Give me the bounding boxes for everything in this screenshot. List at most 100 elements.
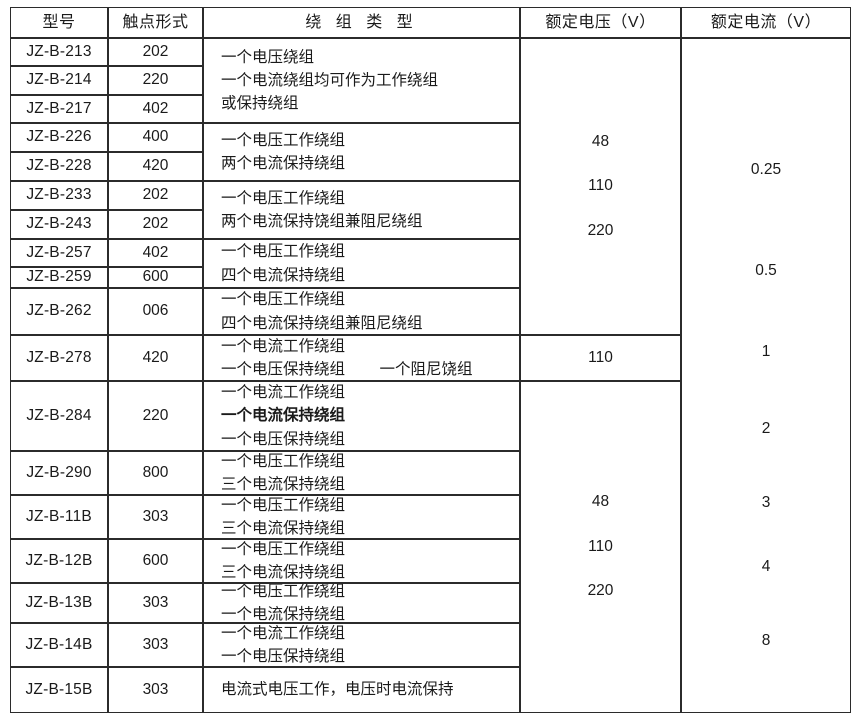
cell-contact-form: 402	[108, 239, 203, 267]
cell-contact-form: 202	[108, 181, 203, 210]
cell-model: JZ-B-15B	[10, 667, 108, 713]
current-value: 1	[761, 342, 771, 360]
cell-contact-form: 600	[108, 267, 203, 288]
cell-contact-form: 303	[108, 495, 203, 539]
cell-winding-type: 一个电压工作绕组 三个电流保持绕组	[203, 495, 520, 539]
header-model: 型号	[10, 7, 108, 38]
voltage-value: 220	[587, 221, 614, 239]
voltage-values: 48 110 220	[588, 120, 614, 253]
winding-type-line: 电流式电压工作，电压时电流保持	[221, 681, 454, 699]
cell-rated-voltage: 48 110 220	[520, 38, 681, 335]
winding-type-lines: 电流式电压工作，电压时电流保持	[221, 678, 454, 701]
current-values: 0.25 0.5 1 2 3 4 8	[682, 39, 850, 712]
winding-type-lines: 一个电压工作绕组 四个电流保持绕组	[221, 240, 345, 287]
winding-type-line: 一个电流绕组均可作为工作绕组	[221, 71, 439, 89]
voltage-value: 110	[588, 348, 613, 366]
winding-type-lines: 一个电流工作绕组 一个电流保持绕组 一个电压保持绕组	[221, 382, 346, 450]
winding-type-line: 一个电压保持绕组	[221, 430, 346, 448]
cell-model: JZ-B-214	[10, 66, 108, 95]
winding-type-lines: 一个电压工作绕组 三个电流保持绕组	[221, 452, 346, 494]
winding-type-lines: 一个电压工作绕组 三个电流保持绕组	[221, 540, 346, 582]
voltage-values: 48 110 220	[588, 480, 614, 613]
cell-contact-form: 220	[108, 381, 203, 451]
winding-type-line: 两个电流保持绕组	[221, 155, 346, 172]
winding-type-lines: 一个电压绕组一个电流绕组均可作为工作绕组 或保持绕组	[221, 46, 438, 116]
cell-model: JZ-B-290	[10, 451, 108, 495]
cell-model: JZ-B-259	[10, 267, 108, 288]
cell-winding-type: 一个电压绕组一个电流绕组均可作为工作绕组 或保持绕组	[203, 38, 520, 123]
cell-model: JZ-B-278	[10, 335, 108, 381]
winding-type-line: 一个电压工作绕组	[221, 243, 346, 261]
cell-contact-form: 800	[108, 451, 203, 495]
winding-type-line: 三个电流保持绕组	[221, 476, 346, 493]
winding-type-line: 一个电流保持绕组	[221, 407, 346, 425]
cell-contact-form: 202	[108, 38, 203, 66]
header-contact-form: 触点形式	[108, 7, 203, 38]
voltage-value: 220	[587, 582, 614, 600]
cell-contact-form: 303	[108, 583, 203, 623]
winding-type-lines: 一个电流工作绕组 一个电压保持绕组 一个阻尼饶组	[221, 336, 473, 380]
cell-model: JZ-B-257	[10, 239, 108, 267]
current-value: 8	[761, 632, 771, 650]
winding-type-line: 四个电流保持绕组兼阻尼绕组	[221, 314, 423, 332]
winding-type-lines: 一个电流工作绕组 一个电压保持绕组	[221, 624, 346, 666]
cell-contact-form: 600	[108, 539, 203, 583]
cell-contact-form: 420	[108, 152, 203, 181]
header-rated-voltage: 额定电压（V）	[520, 7, 681, 38]
cell-winding-type: 一个电流工作绕组 一个电压保持绕组 一个阻尼饶组	[203, 335, 520, 381]
cell-winding-type: 一个电压工作绕组 两个电流保持饶组兼阻尼绕组	[203, 181, 520, 239]
current-value: 3	[761, 494, 771, 512]
cell-model: JZ-B-213	[10, 38, 108, 66]
cell-model: JZ-B-12B	[10, 539, 108, 583]
cell-model: JZ-B-217	[10, 95, 108, 123]
current-value: 2	[761, 420, 771, 438]
winding-type-lines: 一个电压工作绕组 两个电流保持绕组	[221, 129, 345, 176]
winding-type-line: 一个电压工作绕组	[221, 496, 346, 514]
voltage-value: 110	[588, 537, 613, 555]
cell-model: JZ-B-11B	[10, 495, 108, 539]
cell-contact-form: 420	[108, 335, 203, 381]
cell-winding-type: 一个电压工作绕组 三个电流保持绕组	[203, 451, 520, 495]
cell-winding-type: 一个电压工作绕组 三个电流保持绕组	[203, 539, 520, 583]
cell-rated-voltage: 48 110 220	[520, 381, 681, 713]
cell-model: JZ-B-14B	[10, 623, 108, 667]
cell-model: JZ-B-226	[10, 123, 108, 152]
cell-contact-form: 220	[108, 66, 203, 95]
cell-model: JZ-B-243	[10, 210, 108, 239]
cell-winding-type: 一个电压工作绕组 四个电流保持绕组	[203, 239, 520, 288]
cell-model: JZ-B-233	[10, 181, 108, 210]
cell-model: JZ-B-228	[10, 152, 108, 181]
cell-rated-current: 0.25 0.5 1 2 3 4 8	[681, 38, 851, 713]
cell-model: JZ-B-13B	[10, 583, 108, 623]
winding-type-line: 三个电流保持绕组	[221, 520, 346, 537]
current-value: 0.5	[755, 261, 777, 279]
cell-contact-form: 400	[108, 123, 203, 152]
voltage-value: 48	[591, 132, 610, 150]
cell-rated-voltage: 110	[520, 335, 681, 381]
cell-winding-type: 一个电压工作绕组 两个电流保持绕组	[203, 123, 520, 181]
winding-type-lines: 一个电压工作绕组 三个电流保持绕组	[221, 496, 346, 538]
winding-type-line: 一个电压工作绕组	[221, 583, 346, 600]
cell-contact-form: 202	[108, 210, 203, 239]
cell-model: JZ-B-262	[10, 288, 108, 335]
cell-contact-form: 303	[108, 623, 203, 667]
winding-type-line: 一个电流工作绕组	[221, 384, 346, 402]
winding-type-line: 四个电流保持绕组	[221, 266, 346, 284]
winding-type-line: 一个电压工作绕组	[221, 189, 346, 207]
winding-type-line: 一个电流工作绕组	[221, 624, 346, 642]
winding-type-line: 一个电压保持绕组	[221, 648, 346, 665]
winding-type-line: 一个电流保持绕组	[221, 606, 346, 623]
cell-winding-type: 一个电流工作绕组 一个电压保持绕组	[203, 623, 520, 667]
winding-type-line: 一个电压绕组	[221, 48, 315, 66]
current-value: 4	[761, 558, 771, 576]
winding-type-line: 一个电压工作绕组	[221, 291, 346, 309]
voltage-value: 110	[588, 177, 613, 195]
winding-type-line: 或保持绕组	[221, 95, 299, 113]
header-winding-type: 绕 组 类 型	[203, 7, 520, 38]
cell-winding-type: 一个电压工作绕组四个电流保持绕组兼阻尼绕组	[203, 288, 520, 335]
current-value: 0.25	[750, 161, 782, 178]
voltage-values: 110	[588, 347, 613, 369]
winding-type-line: 一个电压保持绕组 一个阻尼饶组	[221, 361, 473, 378]
winding-type-line: 三个电流保持绕组	[221, 564, 346, 581]
